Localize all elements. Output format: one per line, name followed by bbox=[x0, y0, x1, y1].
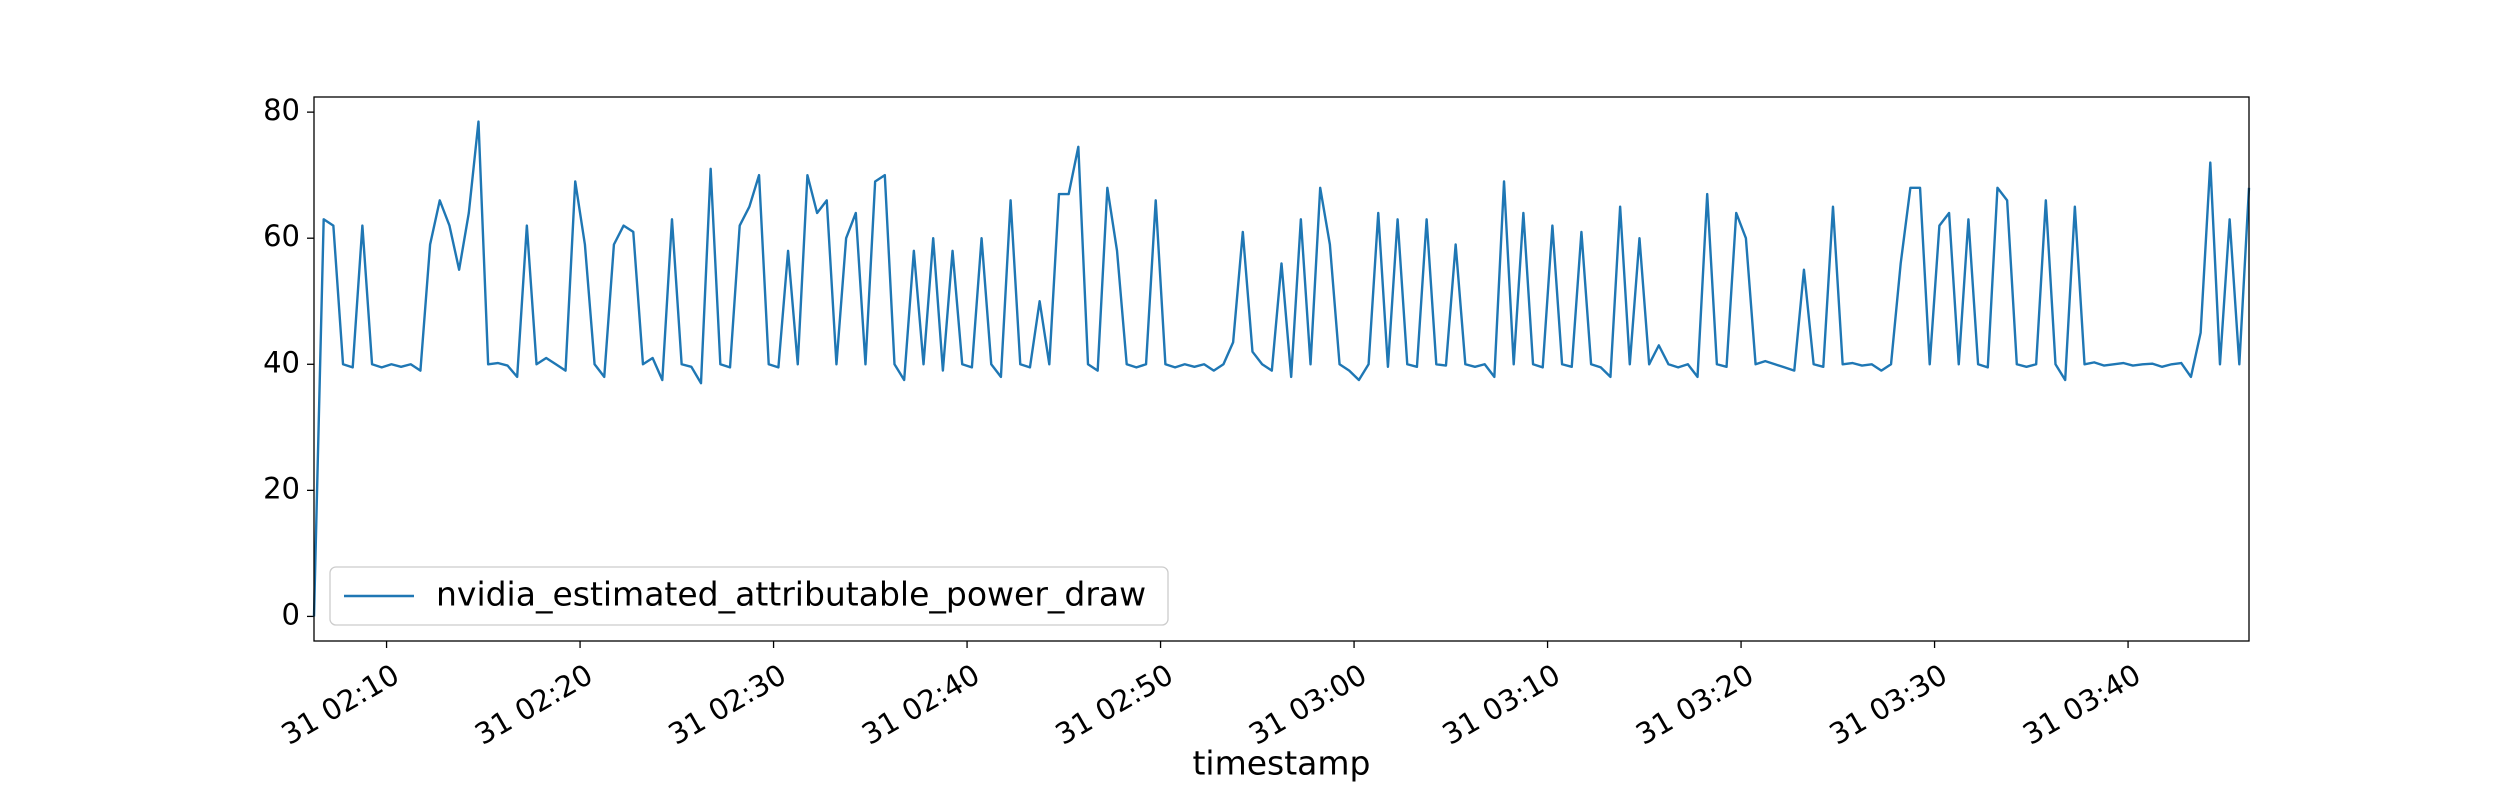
x-tick-label: 31 02:10 bbox=[276, 657, 405, 751]
data-line bbox=[312, 120, 2251, 617]
legend: nvidia_estimated_attributable_power_draw bbox=[329, 566, 1169, 626]
y-tick-label: 40 bbox=[263, 345, 300, 379]
x-tick-label: 31 03:40 bbox=[2017, 657, 2146, 751]
x-tick-label: 31 02:50 bbox=[1050, 657, 1179, 751]
x-tick-label: 31 03:00 bbox=[1243, 657, 1372, 751]
y-tick-label: 0 bbox=[282, 597, 300, 631]
y-tick-label: 80 bbox=[263, 93, 300, 127]
x-tick-label: 31 03:30 bbox=[1824, 657, 1953, 751]
y-tick-label: 20 bbox=[263, 471, 300, 505]
plot-frame bbox=[313, 96, 2250, 642]
x-tick-label: 31 02:30 bbox=[663, 657, 792, 751]
x-tick-label: 31 03:10 bbox=[1437, 657, 1566, 751]
x-axis-label: timestamp bbox=[1192, 744, 1370, 783]
y-tick-label: 60 bbox=[263, 219, 300, 253]
x-tick-label: 31 02:40 bbox=[856, 657, 985, 751]
x-tick-label: 31 02:20 bbox=[469, 657, 598, 751]
x-tick-label: 31 03:20 bbox=[1630, 657, 1759, 751]
legend-box bbox=[329, 566, 1169, 626]
legend-label: nvidia_estimated_attributable_power_draw bbox=[436, 575, 1146, 614]
